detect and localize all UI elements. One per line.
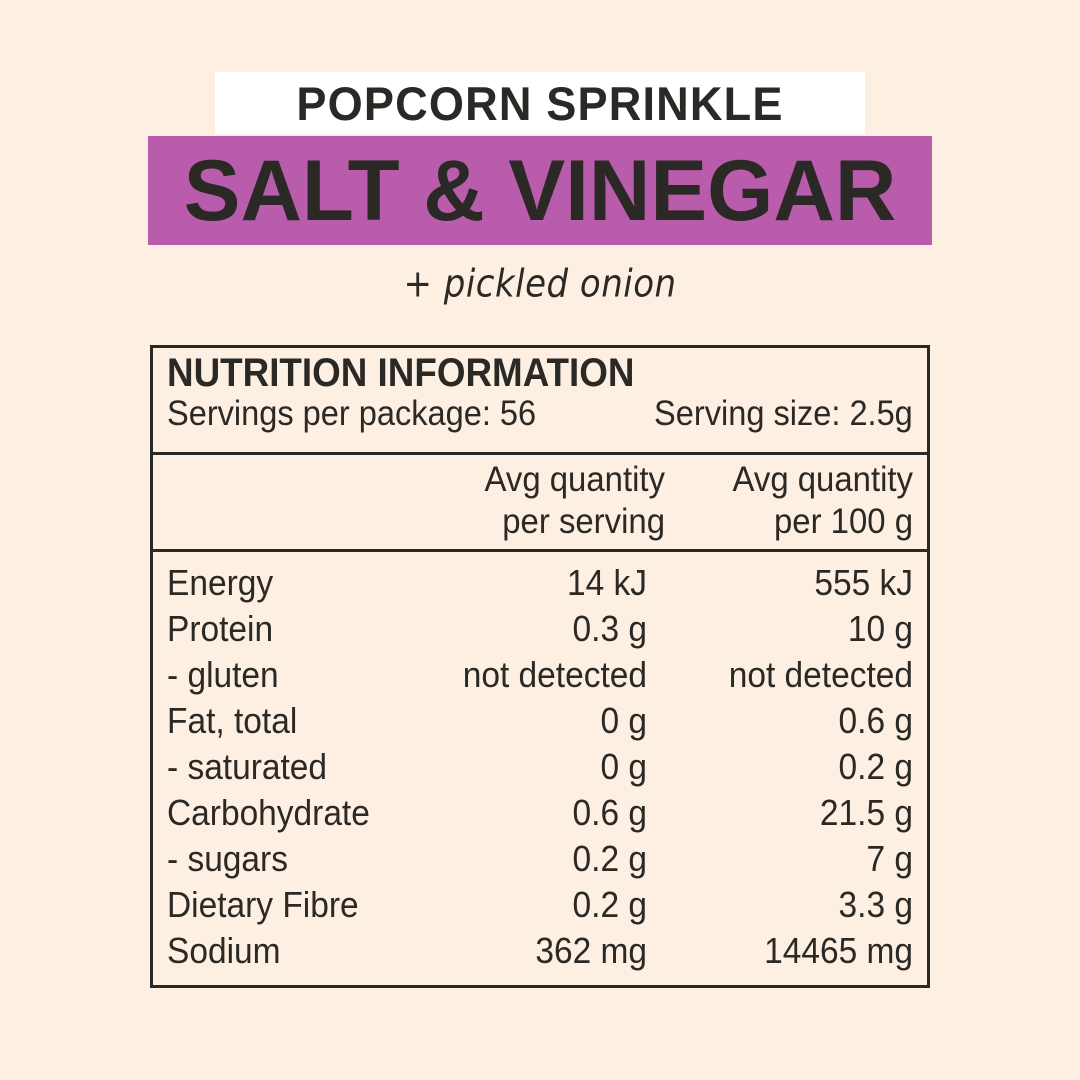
nutrient-per-100g: 10 g [847, 608, 913, 649]
nutrition-column-headers: Avg quantity per serving Avg quantity pe… [153, 455, 927, 552]
serving-size: Serving size: 2.5g [654, 394, 913, 433]
column-header-per-serving-line1: Avg quantity [484, 460, 665, 499]
nutrient-name: Dietary Fibre [167, 884, 359, 925]
nutrition-rows: Energy 14 kJ 555 kJ Protein 0.3 g 10 g -… [153, 552, 927, 974]
nutrient-name: Protein [167, 608, 274, 649]
nutrient-per-100g: 14465 mg [764, 930, 913, 971]
nutrient-per-serving: 0.6 g [572, 792, 647, 833]
nutrient-per-serving: 0 g [600, 700, 647, 741]
value-column-headers: Avg quantity per serving Avg quantity pe… [430, 459, 913, 543]
nutrient-per-100g: 21.5 g [819, 792, 913, 833]
nutrient-per-100g: 7 g [866, 838, 913, 879]
column-header-per-serving: Avg quantity per serving [444, 459, 665, 543]
nutrient-per-serving: not detected [462, 654, 647, 695]
servings-per-package: Servings per package: 56 [167, 394, 537, 433]
nutrient-per-serving: 0 g [600, 746, 647, 787]
nutrition-information-panel: NUTRITION INFORMATION Servings per packa… [150, 345, 930, 988]
column-header-per-100g-line1: Avg quantity [732, 460, 913, 499]
nutrition-panel-title: NUTRITION INFORMATION [167, 351, 635, 395]
table-row: Fat, total 0 g 0.6 g [167, 698, 913, 744]
product-flavour-title: SALT & VINEGAR [183, 142, 897, 239]
nutrient-name: - gluten [167, 654, 279, 695]
table-row: - saturated 0 g 0.2 g [167, 744, 913, 790]
column-header-per-100g: Avg quantity per 100 g [680, 459, 913, 543]
servings-summary: Servings per package: 56 Serving size: 2… [167, 395, 913, 433]
nutrient-name: - sugars [167, 838, 288, 879]
nutrient-name: Fat, total [167, 700, 298, 741]
kicker-highlight-band [215, 72, 865, 134]
nutrient-per-serving: 14 kJ [566, 562, 647, 603]
table-row: Energy 14 kJ 555 kJ [167, 560, 913, 606]
table-row: Protein 0.3 g 10 g [167, 606, 913, 652]
nutrient-name: Energy [167, 562, 274, 603]
table-row: - sugars 0.2 g 7 g [167, 836, 913, 882]
nutrient-per-serving: 0.3 g [572, 608, 647, 649]
column-header-per-serving-line2: per serving [502, 502, 665, 541]
product-subtitle: + pickled onion [403, 262, 677, 307]
nutrient-name: Carbohydrate [167, 792, 370, 833]
column-header-per-100g-line2: per 100 g [773, 502, 913, 541]
flavour-highlight-band [148, 136, 932, 245]
nutrient-per-100g: 555 kJ [814, 562, 913, 603]
table-row: Carbohydrate 0.6 g 21.5 g [167, 790, 913, 836]
product-kicker: POPCORN SPRINKLE [296, 76, 784, 130]
nutrient-name: Sodium [167, 930, 281, 971]
nutrient-per-100g: not detected [728, 654, 913, 695]
nutrient-per-100g: 0.2 g [838, 746, 913, 787]
table-row: - gluten not detected not detected [167, 652, 913, 698]
nutrient-per-serving: 0.2 g [572, 838, 647, 879]
table-row: Sodium 362 mg 14465 mg [167, 928, 913, 974]
nutrient-per-100g: 0.6 g [838, 700, 913, 741]
nutrient-per-100g: 3.3 g [838, 884, 913, 925]
nutrient-name: - saturated [167, 746, 328, 787]
nutrient-per-serving: 0.2 g [572, 884, 647, 925]
nutrient-per-serving: 362 mg [535, 930, 647, 971]
table-row: Dietary Fibre 0.2 g 3.3 g [167, 882, 913, 928]
nutrition-panel-heading: NUTRITION INFORMATION Servings per packa… [153, 348, 927, 455]
